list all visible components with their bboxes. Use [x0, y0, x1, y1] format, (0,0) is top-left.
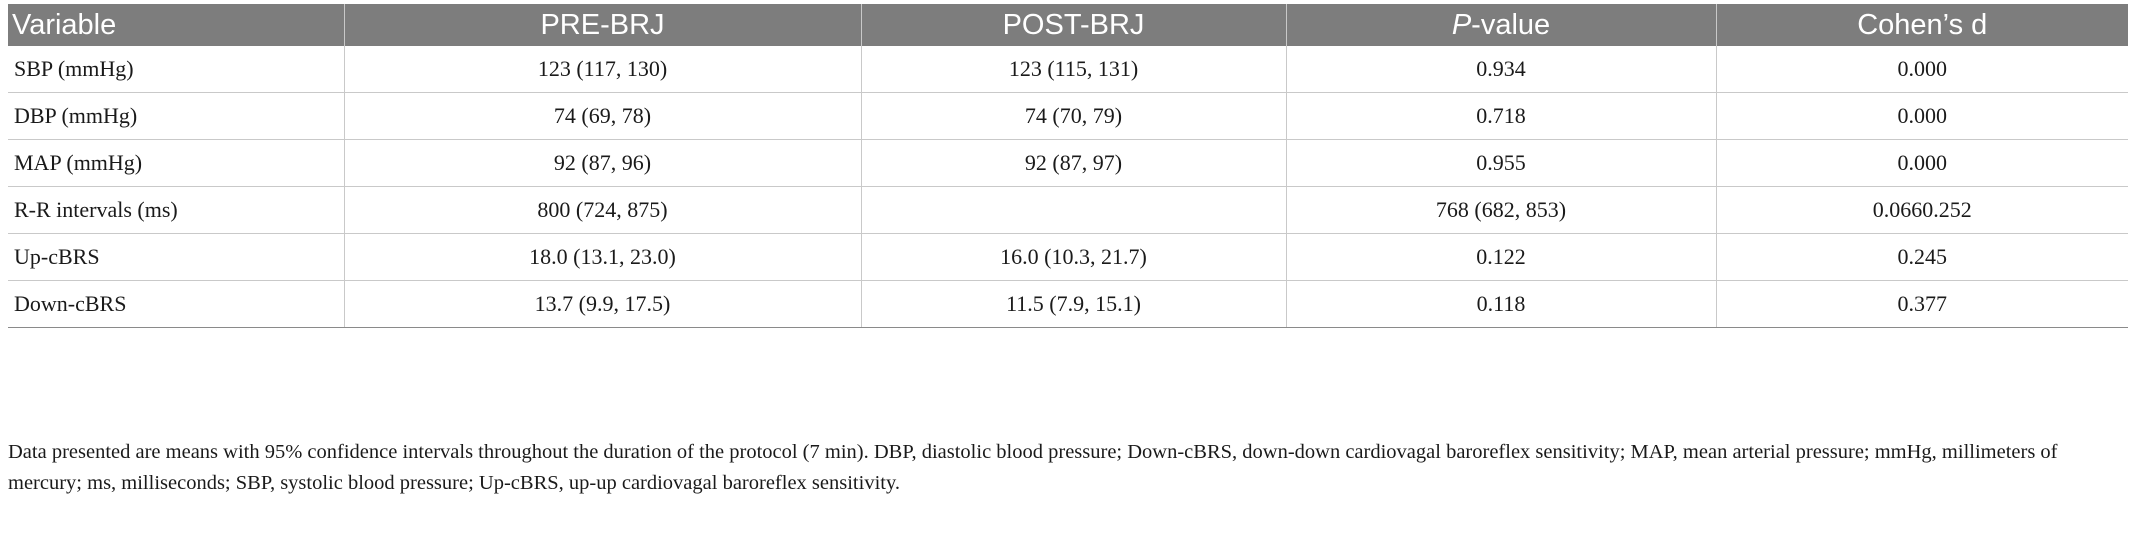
table-row: SBP (mmHg) 123 (117, 130) 123 (115, 131)… — [8, 46, 2128, 93]
table-row: R-R intervals (ms) 800 (724, 875) 768 (6… — [8, 186, 2128, 234]
cell-p-value: 0.934 — [1285, 46, 1716, 93]
cell-post-brj: 92 (87, 97) — [860, 139, 1286, 187]
table-body: SBP (mmHg) 123 (117, 130) 123 (115, 131)… — [8, 46, 2128, 328]
cell-cohens-d: 0.245 — [1715, 233, 2128, 281]
cell-post-brj: 74 (70, 79) — [860, 92, 1286, 140]
cell-cohens-d: 0.0660.252 — [1715, 186, 2128, 234]
cell-variable: Down-cBRS — [8, 280, 344, 328]
table-row: DBP (mmHg) 74 (69, 78) 74 (70, 79) 0.718… — [8, 92, 2128, 140]
cell-post-brj: 123 (115, 131) — [860, 46, 1286, 93]
header-p-value-italic: P — [1451, 8, 1472, 41]
table-header: Variable PRE-BRJ POST-BRJ P-value Cohen’… — [8, 4, 2128, 46]
cell-post-brj — [860, 186, 1286, 234]
header-pre-brj: PRE-BRJ — [343, 4, 861, 46]
header-p-value: P-value — [1285, 4, 1716, 46]
cell-p-value: 0.118 — [1285, 280, 1716, 328]
cell-variable: DBP (mmHg) — [8, 92, 344, 140]
header-post-brj: POST-BRJ — [860, 4, 1286, 46]
cell-variable: MAP (mmHg) — [8, 139, 344, 187]
data-table: Variable PRE-BRJ POST-BRJ P-value Cohen’… — [8, 4, 2128, 328]
cell-variable: SBP (mmHg) — [8, 46, 344, 93]
cell-pre-brj: 74 (69, 78) — [343, 92, 861, 140]
cell-p-value: 768 (682, 853) — [1285, 186, 1716, 234]
cell-pre-brj: 13.7 (9.9, 17.5) — [343, 280, 861, 328]
cell-cohens-d: 0.000 — [1715, 139, 2128, 187]
data-table-container: Variable PRE-BRJ POST-BRJ P-value Cohen’… — [8, 4, 2128, 328]
cell-pre-brj: 18.0 (13.1, 23.0) — [343, 233, 861, 281]
cell-pre-brj: 800 (724, 875) — [343, 186, 861, 234]
cell-cohens-d: 0.000 — [1715, 46, 2128, 93]
cell-post-brj: 11.5 (7.9, 15.1) — [860, 280, 1286, 328]
cell-p-value: 0.122 — [1285, 233, 1716, 281]
header-row: Variable PRE-BRJ POST-BRJ P-value Cohen’… — [8, 4, 2128, 46]
cell-pre-brj: 92 (87, 96) — [343, 139, 861, 187]
table-row: Up-cBRS 18.0 (13.1, 23.0) 16.0 (10.3, 21… — [8, 233, 2128, 281]
cell-pre-brj: 123 (117, 130) — [343, 46, 861, 93]
cell-variable: R-R intervals (ms) — [8, 186, 344, 234]
header-p-value-suffix: -value — [1471, 8, 1551, 41]
table-footnote: Data presented are means with 95% confid… — [8, 441, 2058, 494]
header-cohens-d: Cohen’s d — [1715, 4, 2128, 46]
cell-variable: Up-cBRS — [8, 233, 344, 281]
cell-cohens-d: 0.000 — [1715, 92, 2128, 140]
header-variable: Variable — [8, 4, 344, 46]
cell-p-value: 0.955 — [1285, 139, 1716, 187]
cell-post-brj: 16.0 (10.3, 21.7) — [860, 233, 1286, 281]
table-row: MAP (mmHg) 92 (87, 96) 92 (87, 97) 0.955… — [8, 139, 2128, 187]
cell-cohens-d: 0.377 — [1715, 280, 2128, 328]
table-row: Down-cBRS 13.7 (9.9, 17.5) 11.5 (7.9, 15… — [8, 280, 2128, 328]
cell-p-value: 0.718 — [1285, 92, 1716, 140]
